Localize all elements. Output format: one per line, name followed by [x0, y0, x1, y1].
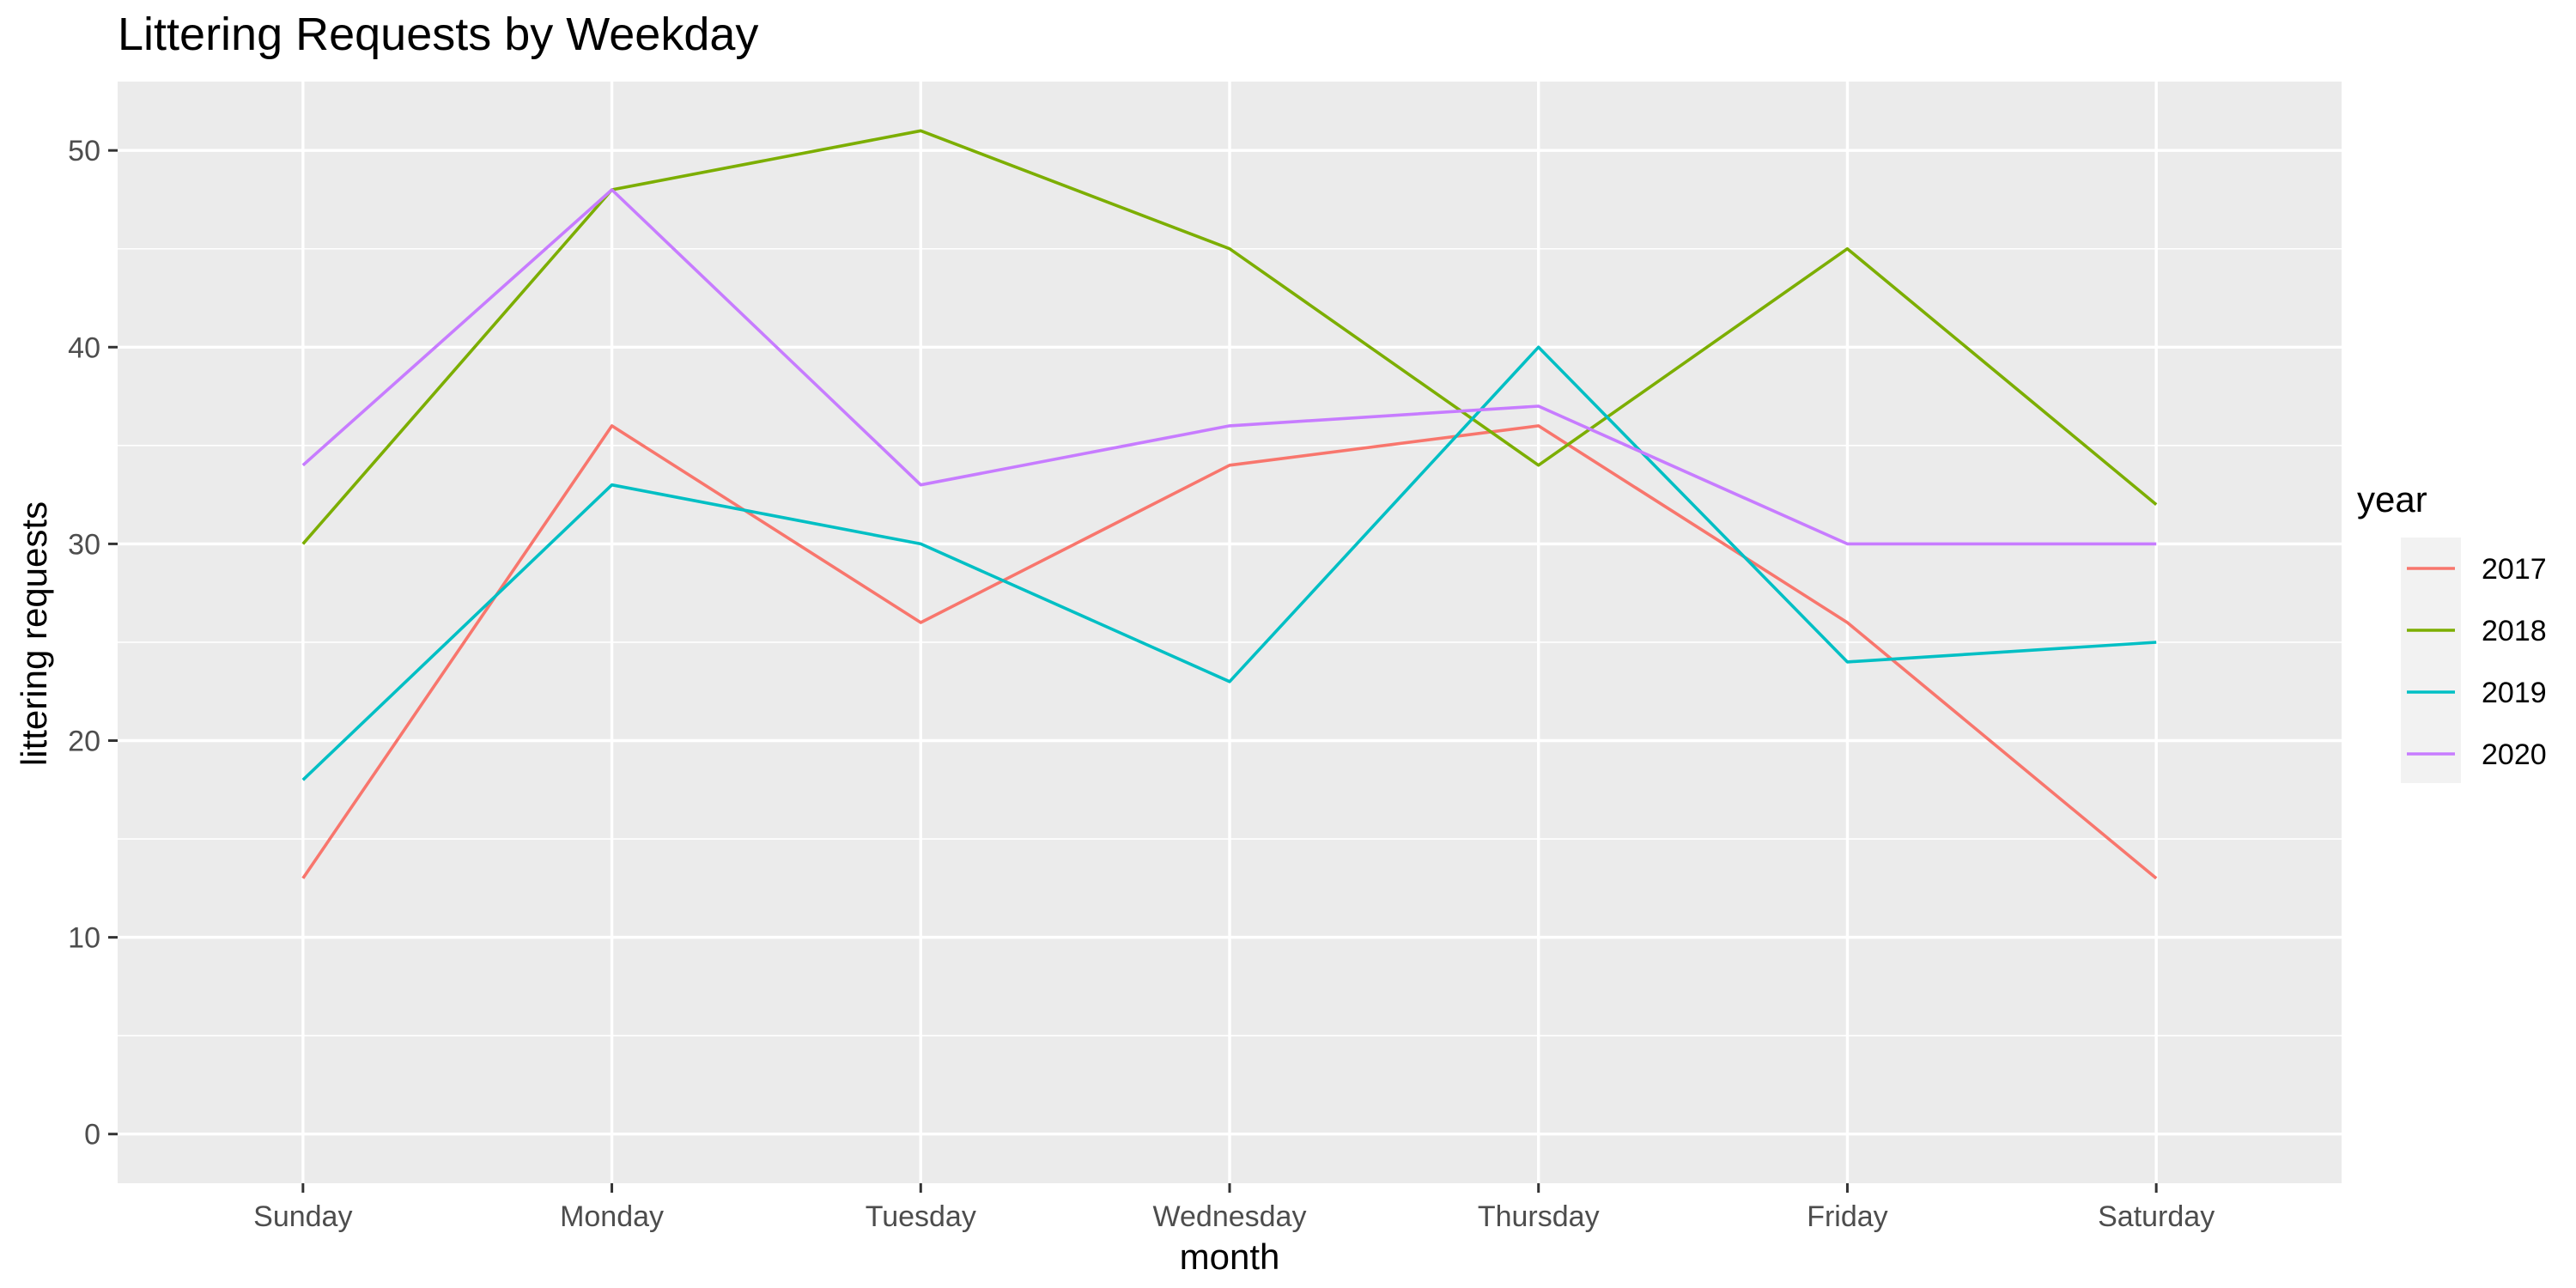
chart-title: Littering Requests by Weekday [118, 9, 758, 60]
series-lines [301, 129, 2158, 880]
x-tick-label: Friday [1807, 1200, 1887, 1233]
x-tick-label: Thursday [1478, 1200, 1600, 1233]
legend-label-2018: 2018 [2482, 615, 2547, 647]
series-line-2020 [301, 188, 2157, 546]
x-tick-label: Monday [560, 1200, 664, 1233]
y-tick-label: 10 [68, 922, 100, 955]
x-tick-label: Saturday [2098, 1200, 2215, 1233]
y-tick-label: 50 [68, 135, 100, 167]
x-tick-label: Wednesday [1153, 1200, 1307, 1233]
x-tick-label: Tuesday [866, 1200, 976, 1233]
x-axis: Sunday Monday Tuesday Wednesday Thursday Frid… [253, 1183, 2215, 1233]
x-tick-label: Sunday [253, 1200, 352, 1233]
legend-keys-background [2401, 538, 2461, 783]
legend-label-2019: 2019 [2482, 677, 2547, 709]
series-line-2017 [301, 424, 2158, 880]
series-line-2019 [301, 345, 2157, 781]
legend-title: year [2357, 479, 2427, 519]
y-tick-label: 40 [68, 331, 100, 364]
y-axis-title: littering requests [14, 501, 54, 766]
x-axis-title: month [1180, 1236, 1280, 1277]
y-tick-label: 20 [68, 726, 100, 758]
y-tick-label: 30 [68, 528, 100, 561]
y-tick-label: 0 [84, 1119, 100, 1151]
major-gridlines [118, 82, 2342, 1183]
y-axis: 0 10 20 30 40 50 [68, 135, 118, 1151]
legend-label-2017: 2017 [2482, 553, 2547, 586]
legend-label-2020: 2020 [2482, 738, 2547, 771]
legend: year 2017 2018 2019 2020 [2357, 479, 2547, 783]
